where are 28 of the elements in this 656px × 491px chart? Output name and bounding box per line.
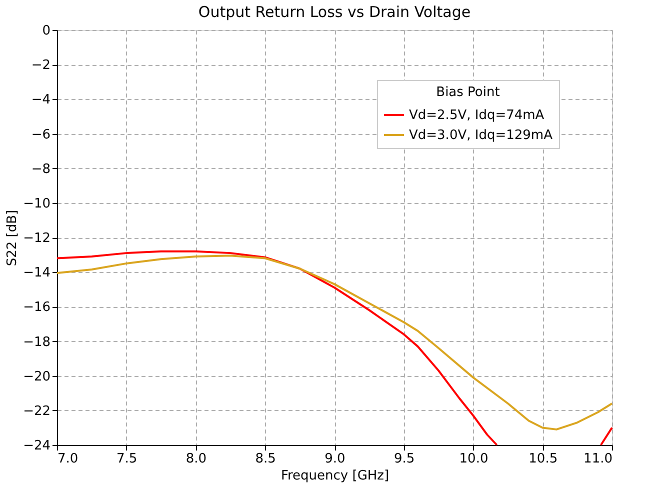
x-tick-label: 10.0 <box>459 452 488 466</box>
y-tick-label: −10 <box>23 196 50 212</box>
y-tick-label: −16 <box>23 300 50 316</box>
y-tick-label: −4 <box>31 92 50 108</box>
y-tick-label: 0 <box>42 24 50 38</box>
y-tick-label: −2 <box>31 58 50 74</box>
x-tick-label: 8.0 <box>186 452 207 466</box>
y-tick-label: −24 <box>23 438 50 454</box>
x-tick-label: 9.0 <box>324 452 346 466</box>
y-tick-label: −20 <box>23 369 50 384</box>
legend-title: Bias Point <box>436 85 500 100</box>
x-tick-label: 7.0 <box>58 452 78 466</box>
chart-title: Output Return Loss vs Drain Voltage <box>198 3 471 21</box>
x-tick-label: 10.5 <box>528 452 558 466</box>
x-tick-label: 7.5 <box>116 452 138 466</box>
y-tick-label: −14 <box>23 266 50 281</box>
y-tick-label: −18 <box>23 334 50 350</box>
legend-label: Vd=2.5V, Idq=74mA <box>409 108 544 123</box>
x-tick-label: 11.0 <box>584 452 612 466</box>
x-axis-title: Frequency [GHz] <box>280 468 390 484</box>
legend-label: Vd=3.0V, Idq=129mA <box>409 128 553 143</box>
x-tick-label: 8.5 <box>255 452 276 466</box>
y-tick-label: −6 <box>31 127 50 142</box>
y-tick-label: −12 <box>23 231 50 246</box>
y-axis-title: S22 [dB] <box>5 210 20 266</box>
y-tick-label: −8 <box>31 162 50 177</box>
y-tick-label: −22 <box>23 404 50 419</box>
x-tick-label: 9.5 <box>394 452 415 466</box>
